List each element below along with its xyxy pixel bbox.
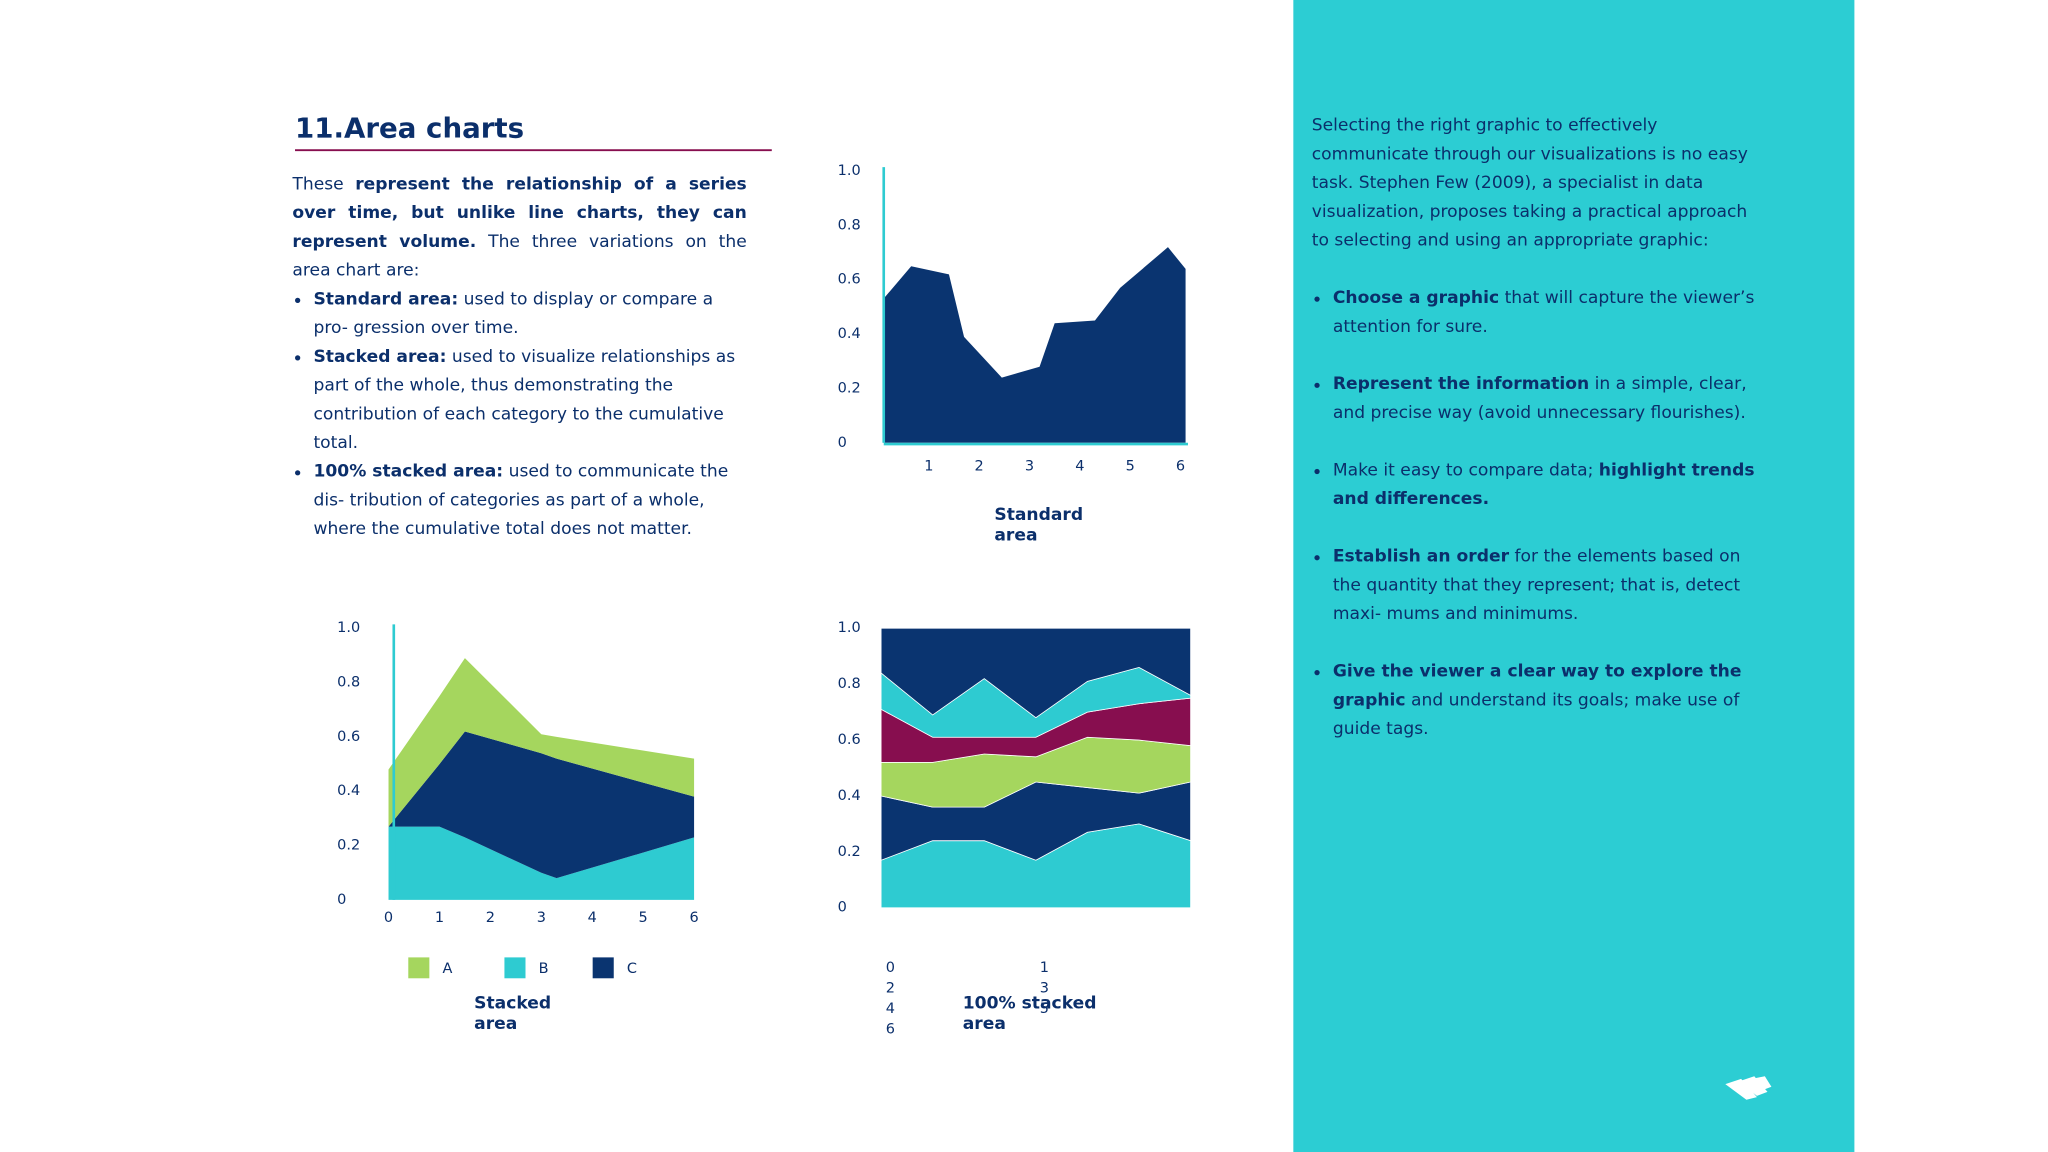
sidebar-item: Make it easy to compare data; highlight … — [1333, 457, 1762, 514]
sidebar-item: Establish an order for the elements base… — [1333, 543, 1762, 629]
y-tick-label: 0.8 — [838, 217, 861, 233]
x-tick-label: 4 — [886, 1001, 895, 1017]
legend-label: A — [443, 961, 453, 977]
logo — [1725, 1076, 1772, 1100]
legend-swatch — [504, 957, 526, 979]
text-run: represent the relationship of a series o… — [292, 175, 747, 253]
text-run: for the elements based on the quantity t… — [1332, 547, 1741, 625]
area-segment — [880, 627, 1192, 719]
text-run: 100% stacked area: — [313, 462, 504, 482]
text-run: These — [292, 175, 356, 195]
caption-box: Stacked area — [474, 993, 552, 1035]
x-tick-label: 5 — [1126, 458, 1135, 474]
x-tick-label: 3 — [537, 910, 546, 926]
area-segment — [388, 658, 695, 827]
chart: 0 0.2 0.4 0.6 0.8 1.0 0 1 2 3 4 5 6 100% stacked area — [838, 620, 1192, 1037]
x-tick-label: 3 — [1040, 980, 1049, 996]
text-run: Represent the information — [1332, 374, 1590, 395]
x-tick-label: 1 — [1040, 960, 1049, 976]
x-tick-label: 4 — [588, 910, 597, 926]
text-run: The three variations on the area chart a… — [292, 232, 747, 281]
chart-caption: 100% stacked area — [962, 993, 1097, 1035]
y-tick-label: 0.8 — [337, 675, 360, 691]
x-tick-label: 6 — [689, 910, 698, 926]
variant-item: 100% stacked area: used to communicate t… — [313, 458, 746, 544]
y-tick-label: 1.0 — [838, 163, 861, 179]
y-tick-label: 0 — [838, 435, 847, 451]
y-tick-label: 1.0 — [337, 620, 360, 636]
y-tick-label: 0.4 — [838, 326, 861, 342]
y-tick-label: 0 — [838, 900, 847, 916]
y-tick-label: 0 — [337, 892, 346, 908]
x-tick-label: 6 — [886, 1021, 895, 1037]
y-tick-label: 0.4 — [838, 788, 861, 804]
chart-caption: Standard area — [994, 505, 1084, 546]
sidebar-panel — [1293, 0, 1855, 1152]
left-text-box: These represent the relationship of a se… — [292, 171, 746, 589]
sidebar-text-box: Selecting the right graphic to effective… — [1312, 112, 1762, 791]
text-run: Choose a graphic — [1332, 288, 1500, 309]
chart: 0 0.2 0.4 0.6 0.8 1.0 0 1 2 3 4 5 6 A B C Stacked area — [337, 620, 699, 1035]
x-tick-label: 5 — [639, 910, 648, 926]
x-tick-label: 3 — [1025, 458, 1034, 474]
x-tick-label: 1 — [435, 910, 444, 926]
variant-list: Standard area: used to display or compar… — [292, 286, 746, 545]
text-run: Stacked area: — [313, 347, 447, 368]
x-tick-label: 2 — [975, 458, 984, 474]
chart-caption: Stacked area — [474, 993, 552, 1035]
legend-label: C — [627, 961, 637, 977]
left-text: These represent the relationship of a se… — [292, 171, 746, 545]
x-tick-label: 2 — [486, 910, 495, 926]
text-run: that will capture the viewer’s attention… — [1332, 288, 1755, 337]
y-tick-label: 0.6 — [838, 732, 861, 748]
text-run: highlight trends and differences. — [1332, 461, 1755, 510]
text-run: in a simple, clear, and precise way (avo… — [1332, 374, 1747, 424]
area-segment — [388, 826, 695, 900]
x-tick-label: 5 — [1040, 1001, 1049, 1017]
x-tick-label: 2 — [886, 980, 895, 996]
y-tick-label: 0.4 — [337, 783, 360, 799]
sidebar-text: Selecting the right graphic to effective… — [1312, 112, 1762, 744]
text-run: used to visualize relationships as part … — [313, 347, 736, 454]
text-run: and understand its goals; make use of gu… — [1332, 690, 1740, 740]
x-tick-label: 1 — [924, 458, 933, 474]
intro-paragraph: These represent the relationship of a se… — [292, 171, 746, 286]
y-tick-label: 0.8 — [838, 676, 861, 692]
area — [883, 247, 1186, 443]
y-tick-label: 0.6 — [838, 272, 861, 288]
text-run: Make it easy to compare data; — [1332, 461, 1599, 481]
caption-box: 100% stacked area — [962, 993, 1097, 1035]
x-tick-label: 0 — [384, 910, 393, 926]
legend-swatch — [408, 957, 430, 979]
y-tick-label: 0.2 — [838, 844, 861, 860]
legend-swatch — [592, 957, 614, 979]
area-segment — [388, 731, 695, 879]
text-run: used to communicate the dis- tribution o… — [313, 462, 729, 540]
variant-item: Standard area: used to display or compar… — [313, 286, 746, 343]
section-title: 11.Area charts — [295, 112, 524, 144]
text-run: Establish an order — [1332, 547, 1510, 567]
legend-label: B — [539, 961, 549, 977]
text-run: Give the viewer a clear way to explore t… — [1332, 662, 1742, 711]
sidebar-list: Choose a graphic that will capture the v… — [1312, 285, 1762, 745]
x-tick-label: 6 — [1176, 458, 1185, 474]
text-run: used to display or compare a pro- gressi… — [313, 289, 714, 339]
y-tick-label: 0.2 — [337, 838, 360, 854]
x-tick-label: 4 — [1075, 458, 1084, 474]
y-tick-label: 1.0 — [838, 620, 861, 636]
y-tick-label: 0.2 — [838, 380, 861, 396]
variant-item: Stacked area: used to visualize relation… — [313, 344, 746, 459]
text-run: Standard area: — [313, 289, 459, 310]
sidebar-item: Represent the information in a simple, c… — [1333, 371, 1762, 428]
x-tick-label: 0 — [886, 960, 895, 976]
y-tick-label: 0.6 — [337, 729, 360, 745]
caption-box: Standard area — [994, 505, 1084, 546]
chart: 0 0.2 0.4 0.6 0.8 1.0 1 2 3 4 5 6 Standard area — [838, 163, 1188, 546]
sidebar-item: Choose a graphic that will capture the v… — [1333, 285, 1762, 342]
sidebar-intro: Selecting the right graphic to effective… — [1311, 116, 1748, 251]
sidebar-item: Give the viewer a clear way to explore t… — [1333, 658, 1762, 744]
